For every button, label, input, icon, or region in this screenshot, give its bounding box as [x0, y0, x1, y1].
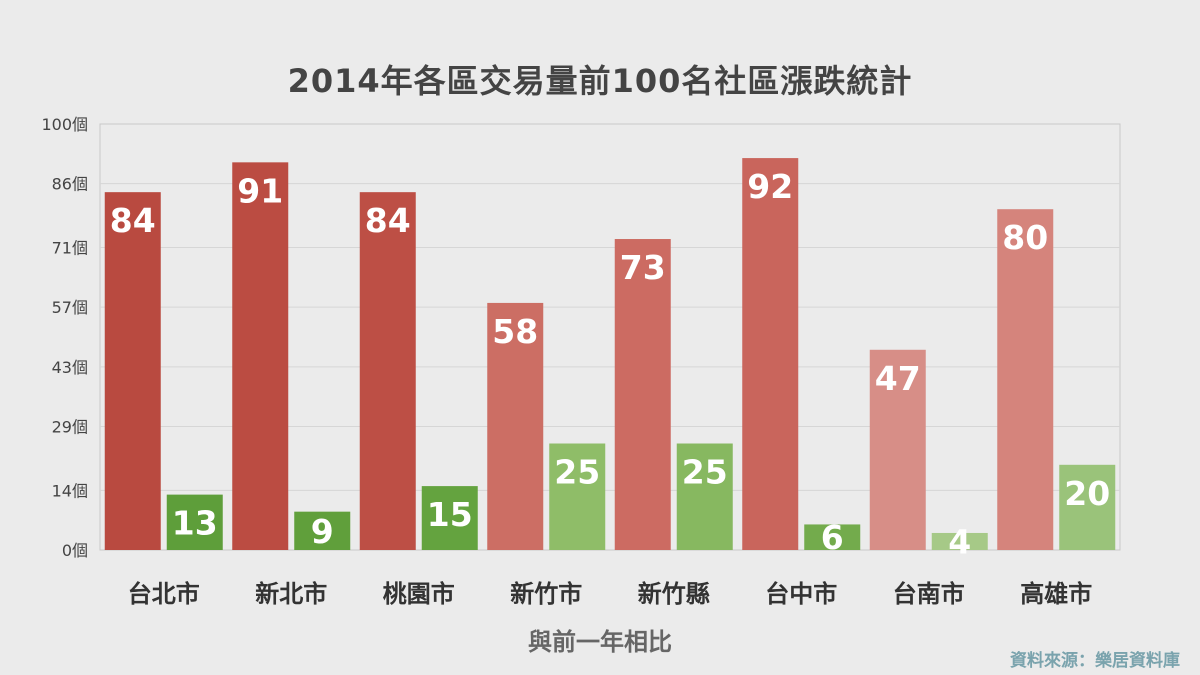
- bar: [166, 494, 223, 550]
- data-label: 47: [875, 359, 921, 398]
- bar: [676, 443, 733, 550]
- data-label: 25: [554, 453, 600, 492]
- x-tick-label: 高雄市: [1020, 580, 1092, 608]
- y-tick-label: 0個: [62, 541, 88, 560]
- x-tick-label: 台北市: [128, 580, 200, 608]
- data-label: 20: [1064, 474, 1110, 513]
- bar: [421, 486, 478, 550]
- data-label: 13: [172, 504, 218, 543]
- data-label: 15: [427, 495, 473, 534]
- bar: [869, 349, 926, 550]
- y-tick-label: 29個: [52, 417, 88, 436]
- y-tick-label: 57個: [52, 298, 88, 317]
- x-tick-label: 桃園市: [383, 580, 455, 608]
- y-tick-label: 43個: [52, 358, 88, 377]
- data-label: 84: [365, 201, 411, 240]
- source-note: 資料來源：樂居資料庫: [1010, 651, 1180, 671]
- x-tick-label: 新竹縣: [638, 580, 710, 608]
- data-label: 84: [110, 201, 156, 240]
- data-label: 9: [311, 512, 334, 551]
- data-label: 25: [682, 453, 728, 492]
- bar: [359, 192, 416, 550]
- bar: [487, 302, 544, 550]
- bar: [742, 158, 799, 550]
- data-label: 58: [492, 312, 538, 351]
- plot-frame: [99, 123, 1121, 551]
- bar: [931, 532, 988, 550]
- bar: [232, 162, 289, 550]
- bar: [614, 239, 671, 550]
- x-tick-label: 台南市: [893, 580, 965, 608]
- x-tick-label: 台中市: [765, 580, 837, 608]
- data-label: 6: [821, 518, 844, 557]
- bar: [294, 511, 351, 550]
- data-label: 73: [620, 248, 666, 287]
- bar: [804, 524, 861, 550]
- bar: [1059, 464, 1116, 550]
- bar: [104, 192, 161, 550]
- chart-title: 2014年各區交易量前100名社區漲跌統計: [287, 62, 913, 100]
- y-tick-label: 14個: [52, 481, 88, 500]
- y-tick-label: 86個: [52, 175, 88, 194]
- x-tick-label: 新北市: [255, 580, 327, 608]
- bar: [997, 209, 1054, 550]
- y-tick-label: 71個: [52, 239, 88, 258]
- data-label: 80: [1002, 218, 1048, 257]
- x-tick-label: 新竹市: [510, 580, 582, 608]
- x-axis-label: 與前一年相比: [528, 628, 672, 656]
- data-label: 91: [237, 171, 283, 210]
- y-tick-label: 100個: [41, 115, 88, 134]
- data-label: 92: [747, 167, 793, 206]
- data-label: 4: [948, 522, 971, 561]
- bar: [549, 443, 606, 550]
